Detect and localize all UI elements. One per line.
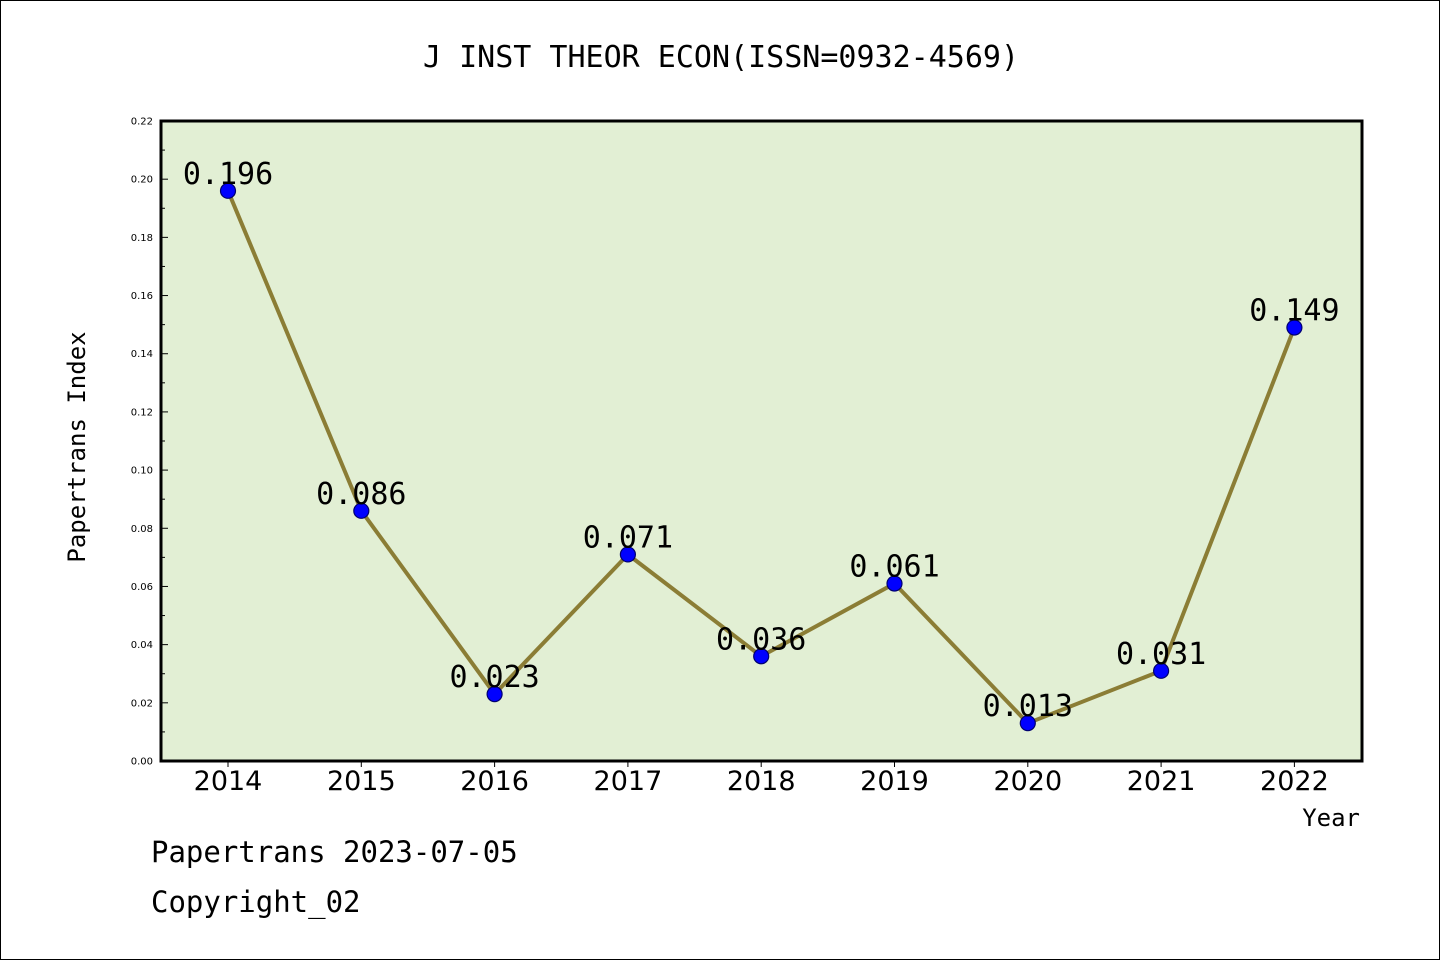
x-tick-label: 2020: [993, 766, 1062, 797]
data-label: 0.013: [983, 689, 1073, 724]
y-tick-label: 0.06: [131, 582, 153, 593]
data-point: [1286, 319, 1303, 336]
x-tick-label: 2022: [1260, 766, 1329, 797]
x-tick-label: 2017: [594, 766, 663, 797]
data-label: 0.061: [849, 550, 939, 585]
data-label: 0.023: [449, 660, 539, 695]
x-tick-label: 2016: [460, 766, 529, 797]
x-tick-label: 2021: [1127, 766, 1196, 797]
data-label: 0.036: [716, 622, 806, 657]
data-label: 0.086: [316, 477, 406, 512]
y-tick-label: 0.22: [131, 117, 153, 128]
x-tick-label: 2018: [727, 766, 796, 797]
data-markers: [219, 182, 1303, 732]
y-tick-label: 0.18: [131, 233, 153, 244]
y-tick-label: 0.12: [131, 407, 153, 418]
x-axis: 2014 2015 2016 2017 2018 2019 2020 2021 2022: [194, 761, 1329, 797]
data-labels: 0.196 0.086 0.023 0.071 0.036 0.061 0.013 0.031…: [183, 157, 1340, 724]
data-label: 0.031: [1116, 637, 1206, 672]
y-tick-label: 0.00: [131, 757, 153, 768]
x-tick-label: 2019: [860, 766, 929, 797]
data-label: 0.071: [583, 520, 673, 555]
y-tick-label: 0.14: [131, 349, 153, 360]
y-tick-label: 0.16: [131, 291, 153, 302]
y-tick-label: 0.20: [131, 175, 153, 186]
data-point: [353, 502, 370, 519]
footer-copyright-line: Copyright_02: [151, 885, 361, 919]
data-point: [1019, 715, 1036, 732]
chart-title: J INST THEOR ECON(ISSN=0932-4569): [423, 40, 1019, 75]
y-tick-label: 0.04: [131, 640, 153, 651]
y-tick-label: 0.10: [131, 466, 153, 477]
y-tick-label: 0.08: [131, 524, 153, 535]
plot-frame: [159, 119, 1364, 763]
data-point: [219, 182, 237, 199]
x-tick-label: 2014: [194, 766, 263, 797]
data-point: [486, 685, 503, 703]
x-tick-label: 2015: [327, 766, 396, 797]
x-axis-label: Year: [1302, 804, 1360, 832]
data-point: [1152, 662, 1170, 679]
footer-date-line: Papertrans 2023-07-05: [151, 835, 518, 869]
data-label: 0.149: [1249, 294, 1339, 329]
y-tick-label: 0.02: [131, 698, 153, 709]
data-point: [886, 575, 903, 592]
data-label: 0.196: [183, 157, 273, 192]
data-point: [619, 546, 637, 563]
y-axis-label: Papertrans Index: [63, 331, 91, 562]
data-point: [753, 648, 770, 665]
